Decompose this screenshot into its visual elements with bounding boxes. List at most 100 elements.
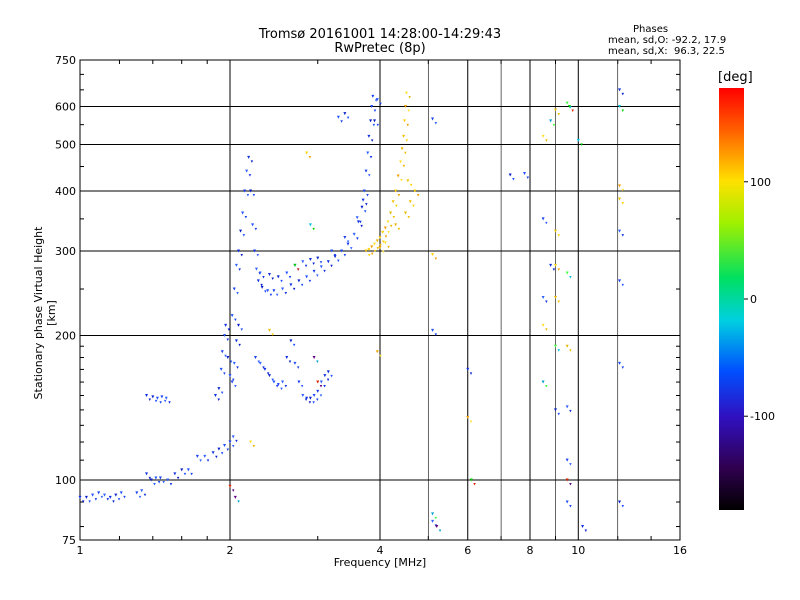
data-point: [254, 227, 258, 231]
data-point: [364, 169, 368, 173]
data-point: [397, 194, 401, 197]
data-point: [541, 323, 545, 327]
data-point: [394, 223, 398, 227]
data-point: [371, 94, 375, 98]
data-point: [119, 491, 123, 495]
data-point: [621, 92, 625, 96]
data-point: [271, 378, 274, 382]
data-point: [247, 155, 251, 159]
data-point: [409, 183, 413, 187]
data-point: [362, 189, 366, 193]
data-point: [621, 109, 625, 113]
data-point: [266, 372, 270, 375]
data-point: [300, 283, 304, 287]
data-point: [157, 480, 161, 484]
chart-title: Tromsø 20161001 14:28:00-14:29:43: [258, 27, 502, 42]
data-point: [373, 109, 377, 113]
data-point: [252, 445, 256, 448]
data-point: [621, 283, 625, 287]
data-point: [618, 197, 622, 201]
data-point: [557, 113, 560, 116]
data-point: [466, 367, 470, 371]
data-point: [618, 279, 622, 283]
data-point: [621, 504, 625, 508]
data-point: [378, 236, 382, 240]
data-point: [373, 119, 377, 123]
data-point: [301, 260, 305, 264]
data-point: [272, 380, 276, 384]
data-point: [355, 216, 359, 220]
data-point: [618, 88, 622, 92]
data-point: [545, 139, 548, 142]
data-point: [384, 235, 388, 238]
data-point: [407, 109, 410, 113]
data-point: [297, 380, 301, 384]
data-point: [230, 380, 234, 384]
data-point: [263, 367, 267, 371]
data-point: [369, 119, 373, 123]
data-point: [117, 498, 121, 501]
data-point: [545, 328, 548, 331]
data-point: [408, 96, 411, 99]
data-point: [244, 216, 248, 219]
data-point: [280, 387, 283, 391]
data-point: [148, 398, 152, 402]
x-axis-label: Frequency [MHz]: [333, 556, 427, 569]
data-point: [308, 258, 312, 262]
data-point: [195, 454, 199, 458]
data-point: [389, 211, 393, 215]
data-point: [228, 440, 232, 444]
data-point: [391, 200, 395, 204]
data-point: [312, 401, 315, 404]
data-point: [240, 328, 243, 331]
data-point: [383, 241, 387, 245]
data-point: [84, 495, 88, 499]
data-point: [243, 189, 247, 193]
data-point: [323, 269, 326, 273]
data-point: [343, 236, 347, 240]
data-point: [352, 232, 356, 236]
data-point: [236, 323, 240, 327]
data-point: [379, 243, 382, 247]
data-point: [413, 189, 417, 193]
data-point: [557, 349, 560, 352]
data-point: [159, 401, 162, 404]
data-point: [400, 147, 404, 151]
data-point: [242, 234, 246, 237]
data-point: [584, 529, 588, 533]
data-point: [405, 139, 409, 142]
data-point: [233, 495, 237, 499]
data-point: [366, 194, 369, 197]
data-point: [618, 229, 622, 233]
data-point: [553, 229, 557, 233]
data-point: [206, 459, 210, 462]
data-point: [232, 287, 236, 291]
data-point: [376, 123, 380, 127]
data-point: [257, 360, 260, 363]
data-point: [370, 245, 374, 249]
data-point: [267, 328, 271, 332]
data-point: [292, 287, 296, 291]
data-point: [240, 254, 243, 257]
data-point: [569, 349, 572, 352]
data-point: [164, 396, 168, 400]
data-point: [236, 292, 239, 295]
data-point: [412, 204, 415, 208]
data-point: [234, 385, 237, 388]
data-point: [434, 516, 438, 520]
data-point: [330, 374, 333, 378]
data-point: [382, 240, 385, 244]
data-point: [97, 491, 101, 495]
data-point: [545, 385, 548, 388]
data-point: [297, 279, 301, 283]
data-point: [91, 493, 95, 497]
data-point: [333, 255, 337, 259]
data-point: [312, 227, 315, 231]
data-point: [557, 412, 560, 416]
data-point: [249, 440, 253, 444]
data-point: [359, 220, 362, 224]
data-point: [151, 395, 155, 399]
data-point: [326, 370, 330, 374]
data-point: [565, 405, 569, 409]
data-point: [148, 476, 152, 480]
